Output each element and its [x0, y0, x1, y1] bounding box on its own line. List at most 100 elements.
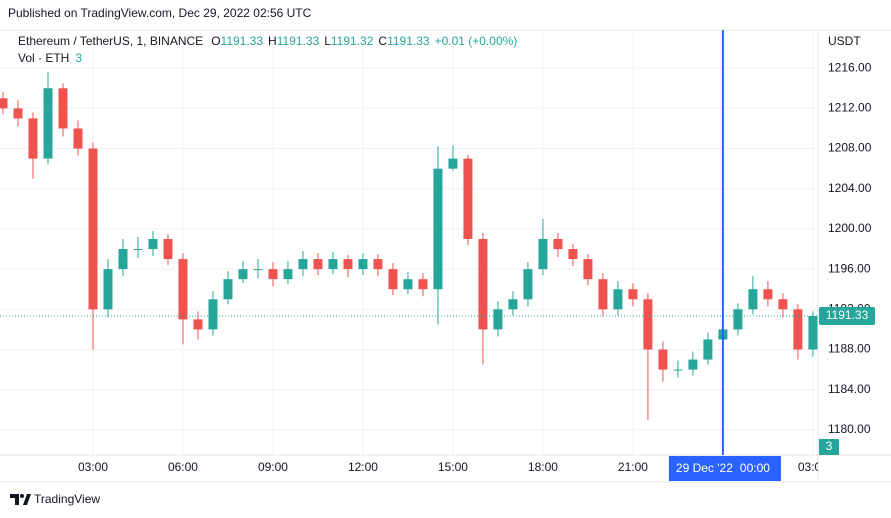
- logo-icon: [20, 494, 24, 498]
- candle-body: [0, 98, 8, 109]
- y-tick-label: 1216.00: [828, 60, 872, 74]
- candle-body: [673, 369, 683, 371]
- candle-body: [148, 238, 158, 250]
- x-tick-label: 06:00: [168, 460, 198, 474]
- candle-body: [343, 259, 353, 270]
- candle-body: [793, 309, 803, 350]
- candle-body: [118, 249, 128, 270]
- candle-body: [28, 118, 38, 159]
- candle-body: [73, 128, 83, 149]
- candle-body: [448, 158, 458, 169]
- crosshair-label-box: [668, 456, 781, 481]
- candle-body: [313, 259, 323, 270]
- candle-body: [253, 269, 263, 271]
- candle-body: [358, 259, 368, 270]
- candle-body: [403, 279, 413, 290]
- y-tick-label: 1184.00: [828, 382, 871, 396]
- candle-body: [658, 349, 668, 370]
- candle-body: [628, 289, 638, 300]
- x-tick-label: 18:00: [528, 460, 558, 474]
- candle-body: [733, 309, 743, 330]
- logo-icon: [23, 494, 31, 505]
- ohlc-value: 1191.33: [387, 34, 430, 48]
- y-tick-label: 1188.00: [828, 342, 871, 356]
- x-tick-label: 21:00: [618, 460, 648, 474]
- candle-body: [88, 148, 98, 310]
- x-tick-label: 15:00: [438, 460, 468, 474]
- candle-body: [193, 319, 203, 330]
- candle-body: [268, 269, 278, 280]
- candle-body: [13, 108, 23, 119]
- logo-icon: [10, 494, 19, 505]
- candle-body: [748, 289, 758, 310]
- candle-body: [208, 299, 218, 330]
- candle-body: [223, 279, 233, 300]
- ohlc-label: O: [211, 34, 220, 48]
- logo-text: TradingView: [34, 492, 100, 506]
- candle-body: [568, 249, 578, 260]
- ohlc-value: 1191.32: [331, 34, 374, 48]
- y-tick-label: 1180.00: [828, 422, 871, 436]
- volume-label: Vol · ETH: [18, 51, 69, 65]
- y-tick-label: 1208.00: [828, 141, 872, 155]
- candle-body: [58, 88, 68, 129]
- candle-body: [523, 269, 533, 300]
- ohlc-label: C: [378, 34, 387, 48]
- y-unit: USDT: [828, 34, 861, 48]
- candle-body: [418, 279, 428, 290]
- candle-body: [433, 168, 443, 290]
- candle-body: [103, 269, 113, 310]
- candle-body: [388, 269, 398, 290]
- volume-badge-label: 3: [826, 439, 833, 453]
- volume-badge: [819, 439, 839, 455]
- candle-body: [133, 249, 143, 251]
- ohlc-label: L: [324, 34, 331, 48]
- published-note: Published on TradingView.com, Dec 29, 20…: [8, 6, 312, 20]
- candle-body: [613, 289, 623, 310]
- x-tick-label: 03:00: [78, 460, 108, 474]
- x-tick-label: 12:00: [348, 460, 378, 474]
- legend: Ethereum / TetherUS, 1, BINANCE O1191.33 H…: [18, 34, 517, 48]
- volume-legend: Vol · ETH 3: [18, 51, 82, 65]
- candle-body: [553, 238, 563, 250]
- logo: TradingView: [10, 492, 100, 506]
- candle-body: [463, 158, 473, 239]
- candle-body: [373, 259, 383, 270]
- candle-body: [778, 299, 788, 310]
- candle-body: [538, 238, 548, 270]
- x-tick-label: 09:00: [258, 460, 288, 474]
- candle-body: [238, 269, 248, 280]
- candle-body: [478, 238, 488, 330]
- y-tick-label: 1200.00: [828, 221, 872, 235]
- candle-body: [703, 339, 713, 360]
- candle-body: [643, 299, 653, 350]
- candle-body: [508, 299, 518, 310]
- symbol: Ethereum / TetherUS, 1, BINANCE: [18, 34, 203, 48]
- x-tick-label: 03:00: [798, 460, 828, 474]
- candle-body: [328, 259, 338, 270]
- candle-body: [493, 309, 503, 330]
- change: +0.01 (+0.00%): [435, 34, 518, 48]
- candle-body: [298, 259, 308, 270]
- y-tick-label: 1212.00: [828, 101, 872, 115]
- crosshair-date: 29 Dec '22: [676, 461, 733, 475]
- candle-body: [688, 359, 698, 370]
- last-price-box: [819, 307, 875, 326]
- ohlc-label: H: [268, 34, 277, 48]
- candle-body: [178, 259, 188, 320]
- candle-body: [808, 316, 818, 350]
- ohlc-value: 1191.33: [277, 34, 320, 48]
- y-tick-label: 1204.00: [828, 181, 872, 195]
- last-price-label: 1191.33: [826, 308, 869, 322]
- y-tick-label: 1196.00: [828, 261, 871, 275]
- candle-body: [163, 238, 173, 260]
- ohlc-value: 1191.33: [221, 34, 264, 48]
- volume-value: 3: [75, 51, 82, 65]
- candle-body: [763, 289, 773, 300]
- candle-body: [598, 279, 608, 310]
- candle-body: [43, 88, 53, 159]
- candle-body: [583, 259, 593, 280]
- candle-body: [283, 269, 293, 280]
